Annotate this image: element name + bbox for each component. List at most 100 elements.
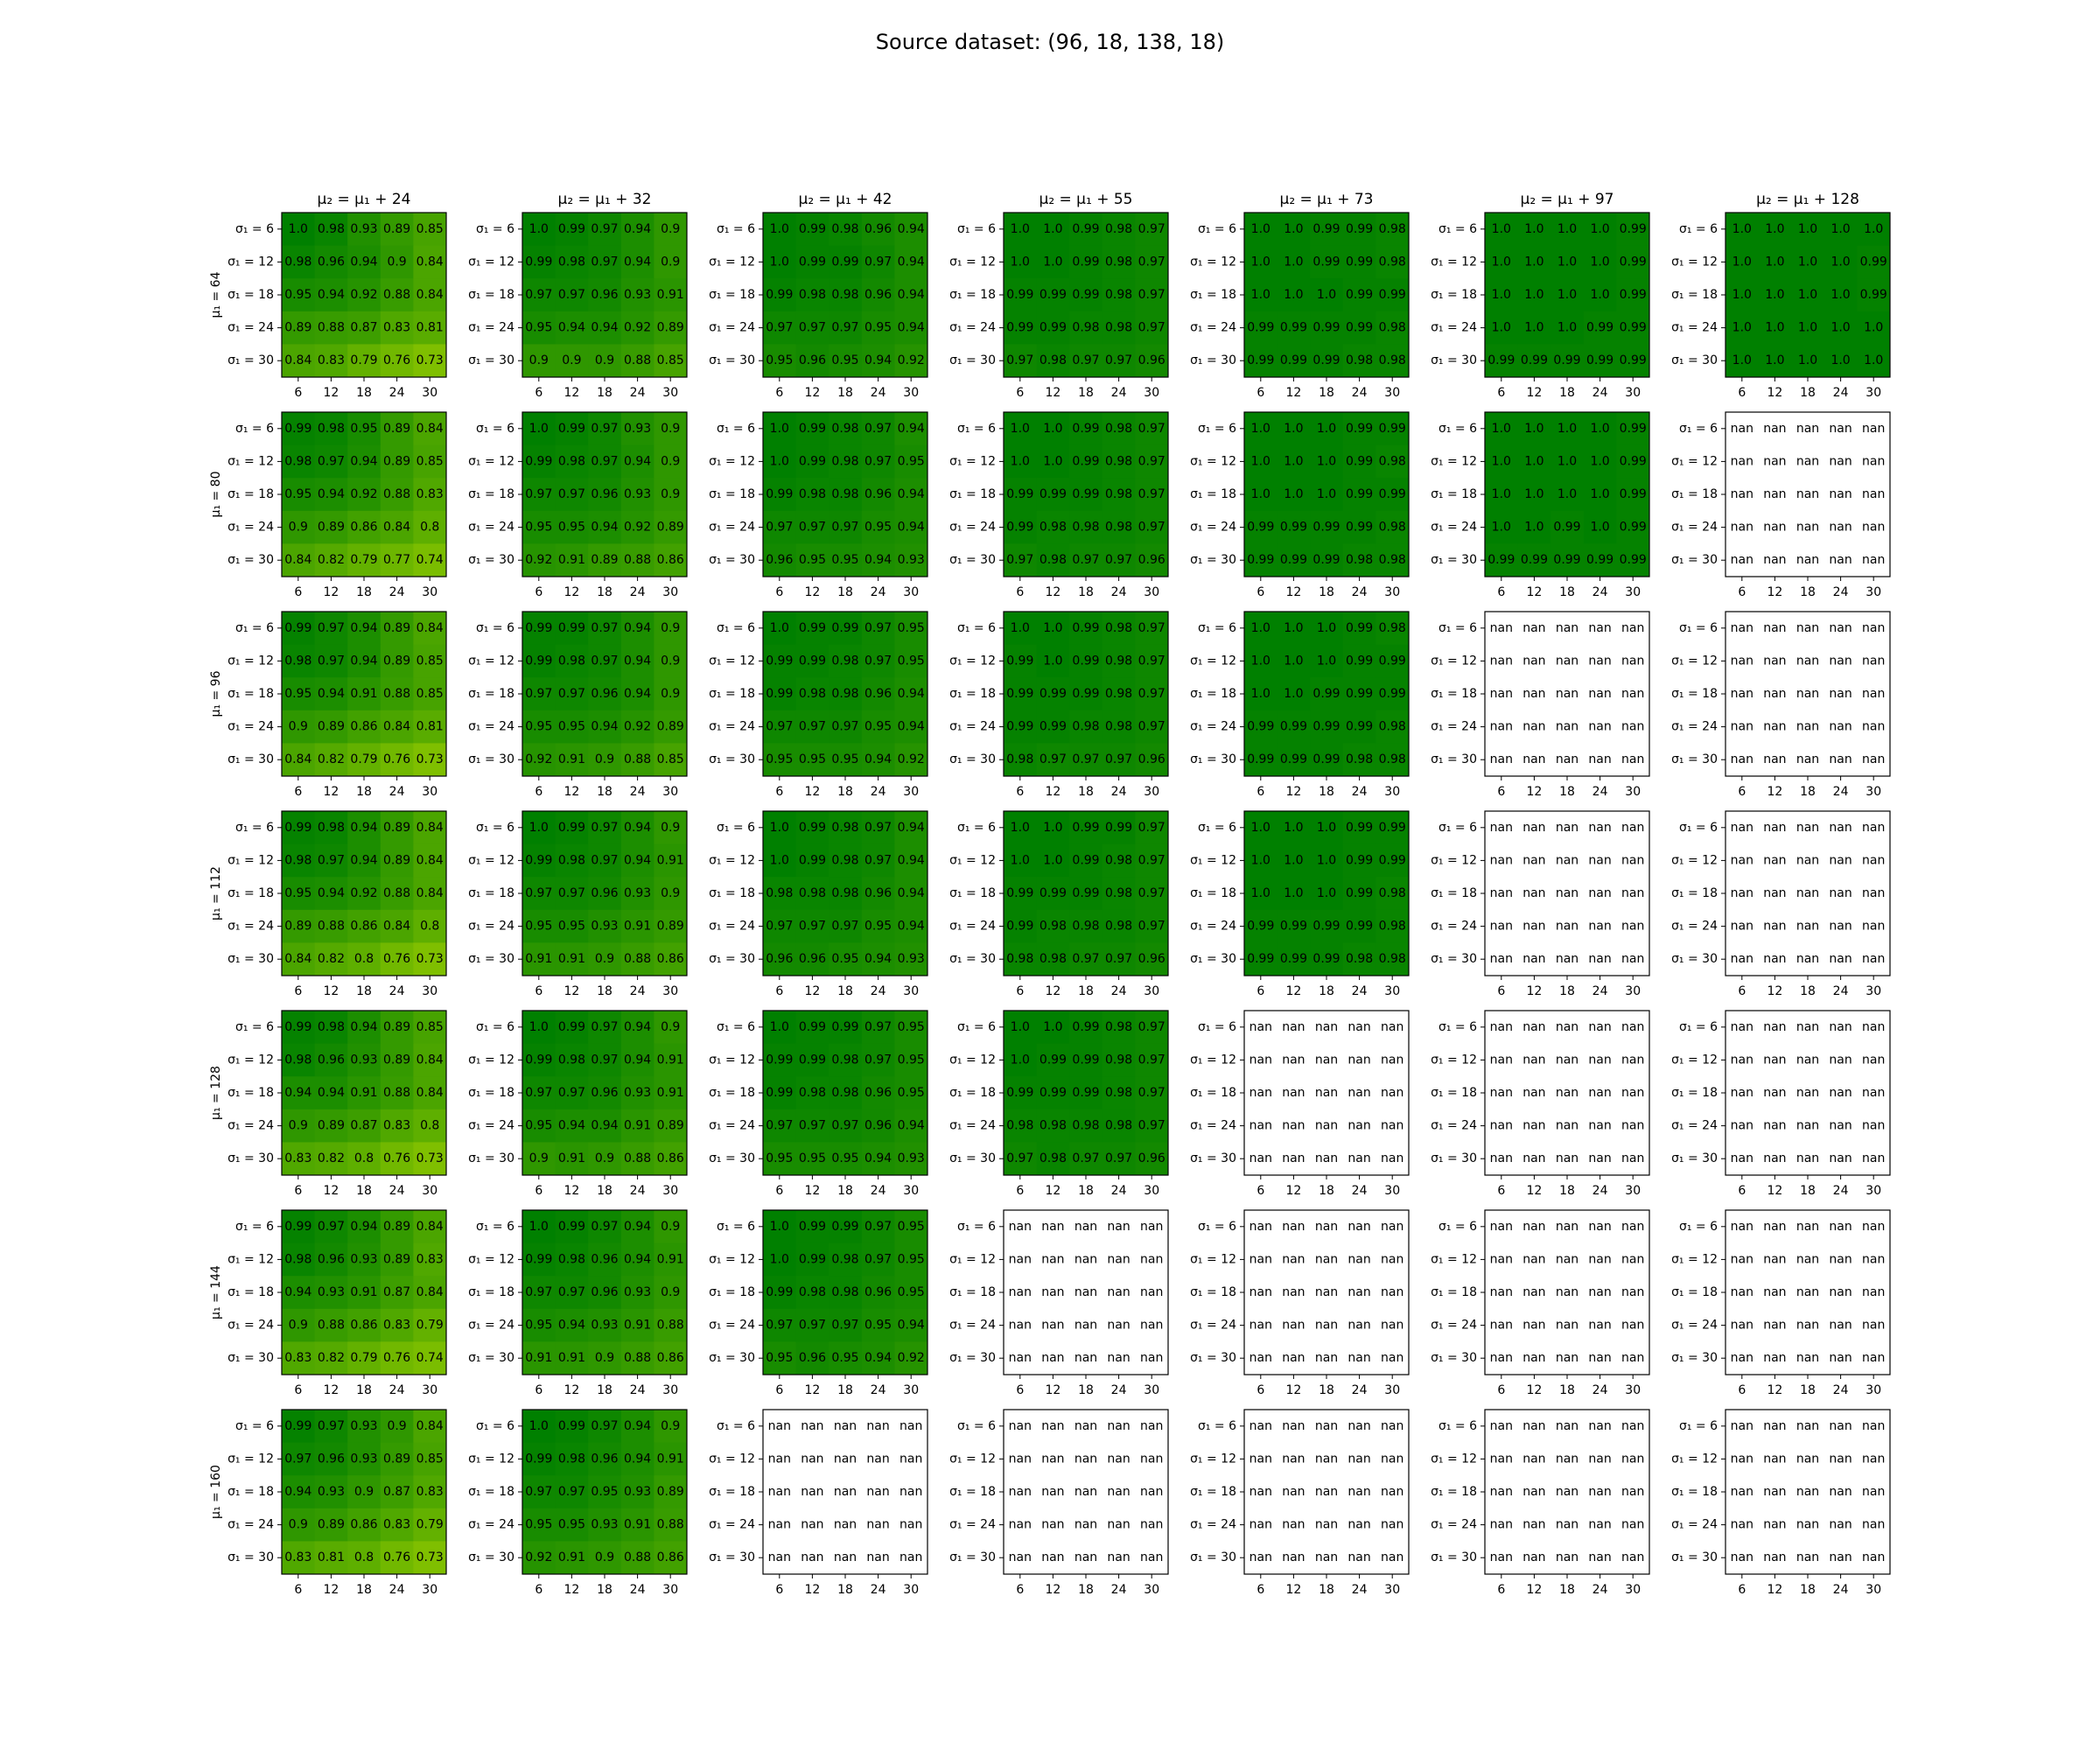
heatmap-cell <box>1102 877 1136 911</box>
heatmap-cell <box>1583 1109 1617 1143</box>
cell-value-label: 0.98 <box>831 422 858 436</box>
cell-value-label: nan <box>1621 1550 1644 1564</box>
cell-value-label: 0.99 <box>766 654 793 668</box>
heatmap-cell <box>588 909 622 943</box>
heatmap-cell <box>1069 909 1103 943</box>
cell-value-label: 0.98 <box>1040 920 1067 934</box>
y-tick-label: σ₁ = 12 <box>1190 853 1236 867</box>
cell-value-label: nan <box>1621 1053 1644 1067</box>
cell-value-label: 0.97 <box>1105 354 1132 368</box>
cell-value-label: 0.91 <box>657 853 684 867</box>
heatmap-cell <box>894 213 928 246</box>
heatmap-cell <box>829 543 863 578</box>
cell-value-label: 1.0 <box>1524 222 1544 236</box>
heatmap-cell <box>1069 412 1103 445</box>
cell-value-label: 0.98 <box>1040 354 1067 368</box>
heatmap-cell <box>1824 1341 1858 1376</box>
heatmap-cell <box>1004 311 1037 345</box>
cell-value-label: 0.99 <box>1312 920 1340 934</box>
cell-value-label: nan <box>1556 1518 1578 1532</box>
cell-value-label: nan <box>1731 920 1754 934</box>
y-tick-label: σ₁ = 24 <box>468 920 514 934</box>
heatmap-cell <box>314 1242 348 1277</box>
y-tick-label: σ₁ = 24 <box>1190 521 1236 535</box>
heatmap-cell <box>1857 444 1891 479</box>
column-title: μ₂ = μ₁ + 55 <box>1040 191 1133 208</box>
heatmap-cell <box>894 909 928 943</box>
heatmap-cell <box>314 444 348 479</box>
heatmap-cell <box>620 1276 654 1310</box>
x-tick-label: 18 <box>597 585 612 599</box>
heatmap-cell <box>1102 1242 1136 1277</box>
cell-value-label: nan <box>1315 1053 1338 1067</box>
heatmap-cell <box>1277 311 1311 345</box>
cell-value-label: 0.99 <box>1072 821 1099 835</box>
cell-value-label: nan <box>1621 654 1644 668</box>
x-tick-label: 12 <box>1767 1383 1782 1397</box>
heatmap-cell <box>1244 1109 1278 1143</box>
heatmap-cell <box>894 612 928 645</box>
cell-value-label: 1.0 <box>1317 487 1336 501</box>
y-tick-label: σ₁ = 30 <box>468 752 514 766</box>
heatmap-cell <box>1004 1341 1037 1376</box>
heatmap-cell <box>620 510 654 544</box>
cell-value-label: 0.96 <box>1138 752 1166 766</box>
x-tick-label: 6 <box>775 585 783 599</box>
heatmap-cell <box>347 877 382 911</box>
cell-value-label: 0.98 <box>1379 720 1406 734</box>
heatmap-cell <box>1485 877 1518 911</box>
x-tick-label: 24 <box>1352 785 1368 799</box>
heatmap-cell <box>861 412 895 445</box>
heatmap-cell <box>763 644 796 678</box>
x-tick-label: 30 <box>1384 785 1400 799</box>
x-tick-label: 30 <box>1144 984 1159 998</box>
heatmap-cell <box>1244 1043 1278 1077</box>
heatmap-cell <box>282 1308 315 1342</box>
heatmap-cell <box>1069 478 1103 512</box>
heatmap-cell <box>1550 412 1585 445</box>
heatmap-cell <box>1004 1076 1037 1110</box>
y-tick-label: σ₁ = 30 <box>1431 354 1477 368</box>
cell-value-label: 0.82 <box>318 952 345 966</box>
heatmap-cell <box>1550 1109 1585 1143</box>
cell-value-label: 1.0 <box>1765 222 1784 236</box>
cell-value-label: 0.84 <box>416 422 444 436</box>
heatmap-cell <box>282 612 315 645</box>
cell-value-label: 0.95 <box>831 1351 858 1365</box>
cell-value-label: 0.93 <box>350 1452 377 1466</box>
x-tick-label: 24 <box>630 785 646 799</box>
cell-value-label: 0.99 <box>525 654 552 668</box>
cell-value-label: nan <box>1041 1485 1064 1499</box>
heatmap-cell <box>861 543 895 578</box>
cell-value-label: nan <box>1621 920 1644 934</box>
heatmap-cell <box>1726 1341 1759 1376</box>
cell-value-label: 1.0 <box>1043 255 1062 269</box>
cell-value-label: nan <box>1731 654 1754 668</box>
heatmap-cell <box>1376 942 1410 976</box>
cell-value-label: nan <box>1282 1285 1305 1299</box>
cell-value-label: 0.98 <box>558 255 585 269</box>
heatmap-cell <box>413 644 447 678</box>
cell-value-label: 0.9 <box>661 1220 680 1234</box>
y-tick-label: σ₁ = 12 <box>709 853 755 867</box>
heatmap-cell <box>380 412 414 445</box>
y-tick-label: σ₁ = 30 <box>949 1351 996 1365</box>
heatmap-cell <box>861 1242 895 1277</box>
cell-value-label: 0.99 <box>1247 720 1274 734</box>
cell-value-label: 0.92 <box>525 1550 552 1564</box>
heatmap-cell <box>522 245 556 279</box>
cell-value-label: 0.99 <box>1072 487 1099 501</box>
heatmap-cell <box>861 1308 895 1342</box>
cell-value-label: 0.99 <box>558 621 585 635</box>
heatmap-cell <box>282 877 315 911</box>
cell-value-label: nan <box>1796 1119 1819 1133</box>
heatmap-cell <box>555 710 589 744</box>
cell-value-label: nan <box>1763 1053 1786 1067</box>
cell-value-label: 0.98 <box>558 1252 585 1266</box>
heatmap-cell <box>1036 344 1070 378</box>
cell-value-label: nan <box>1588 1485 1611 1499</box>
heatmap-cell <box>1376 412 1410 445</box>
cell-value-label: 0.99 <box>1521 553 1548 567</box>
x-tick-label: 24 <box>389 1383 405 1397</box>
heatmap-cell <box>763 1043 796 1077</box>
